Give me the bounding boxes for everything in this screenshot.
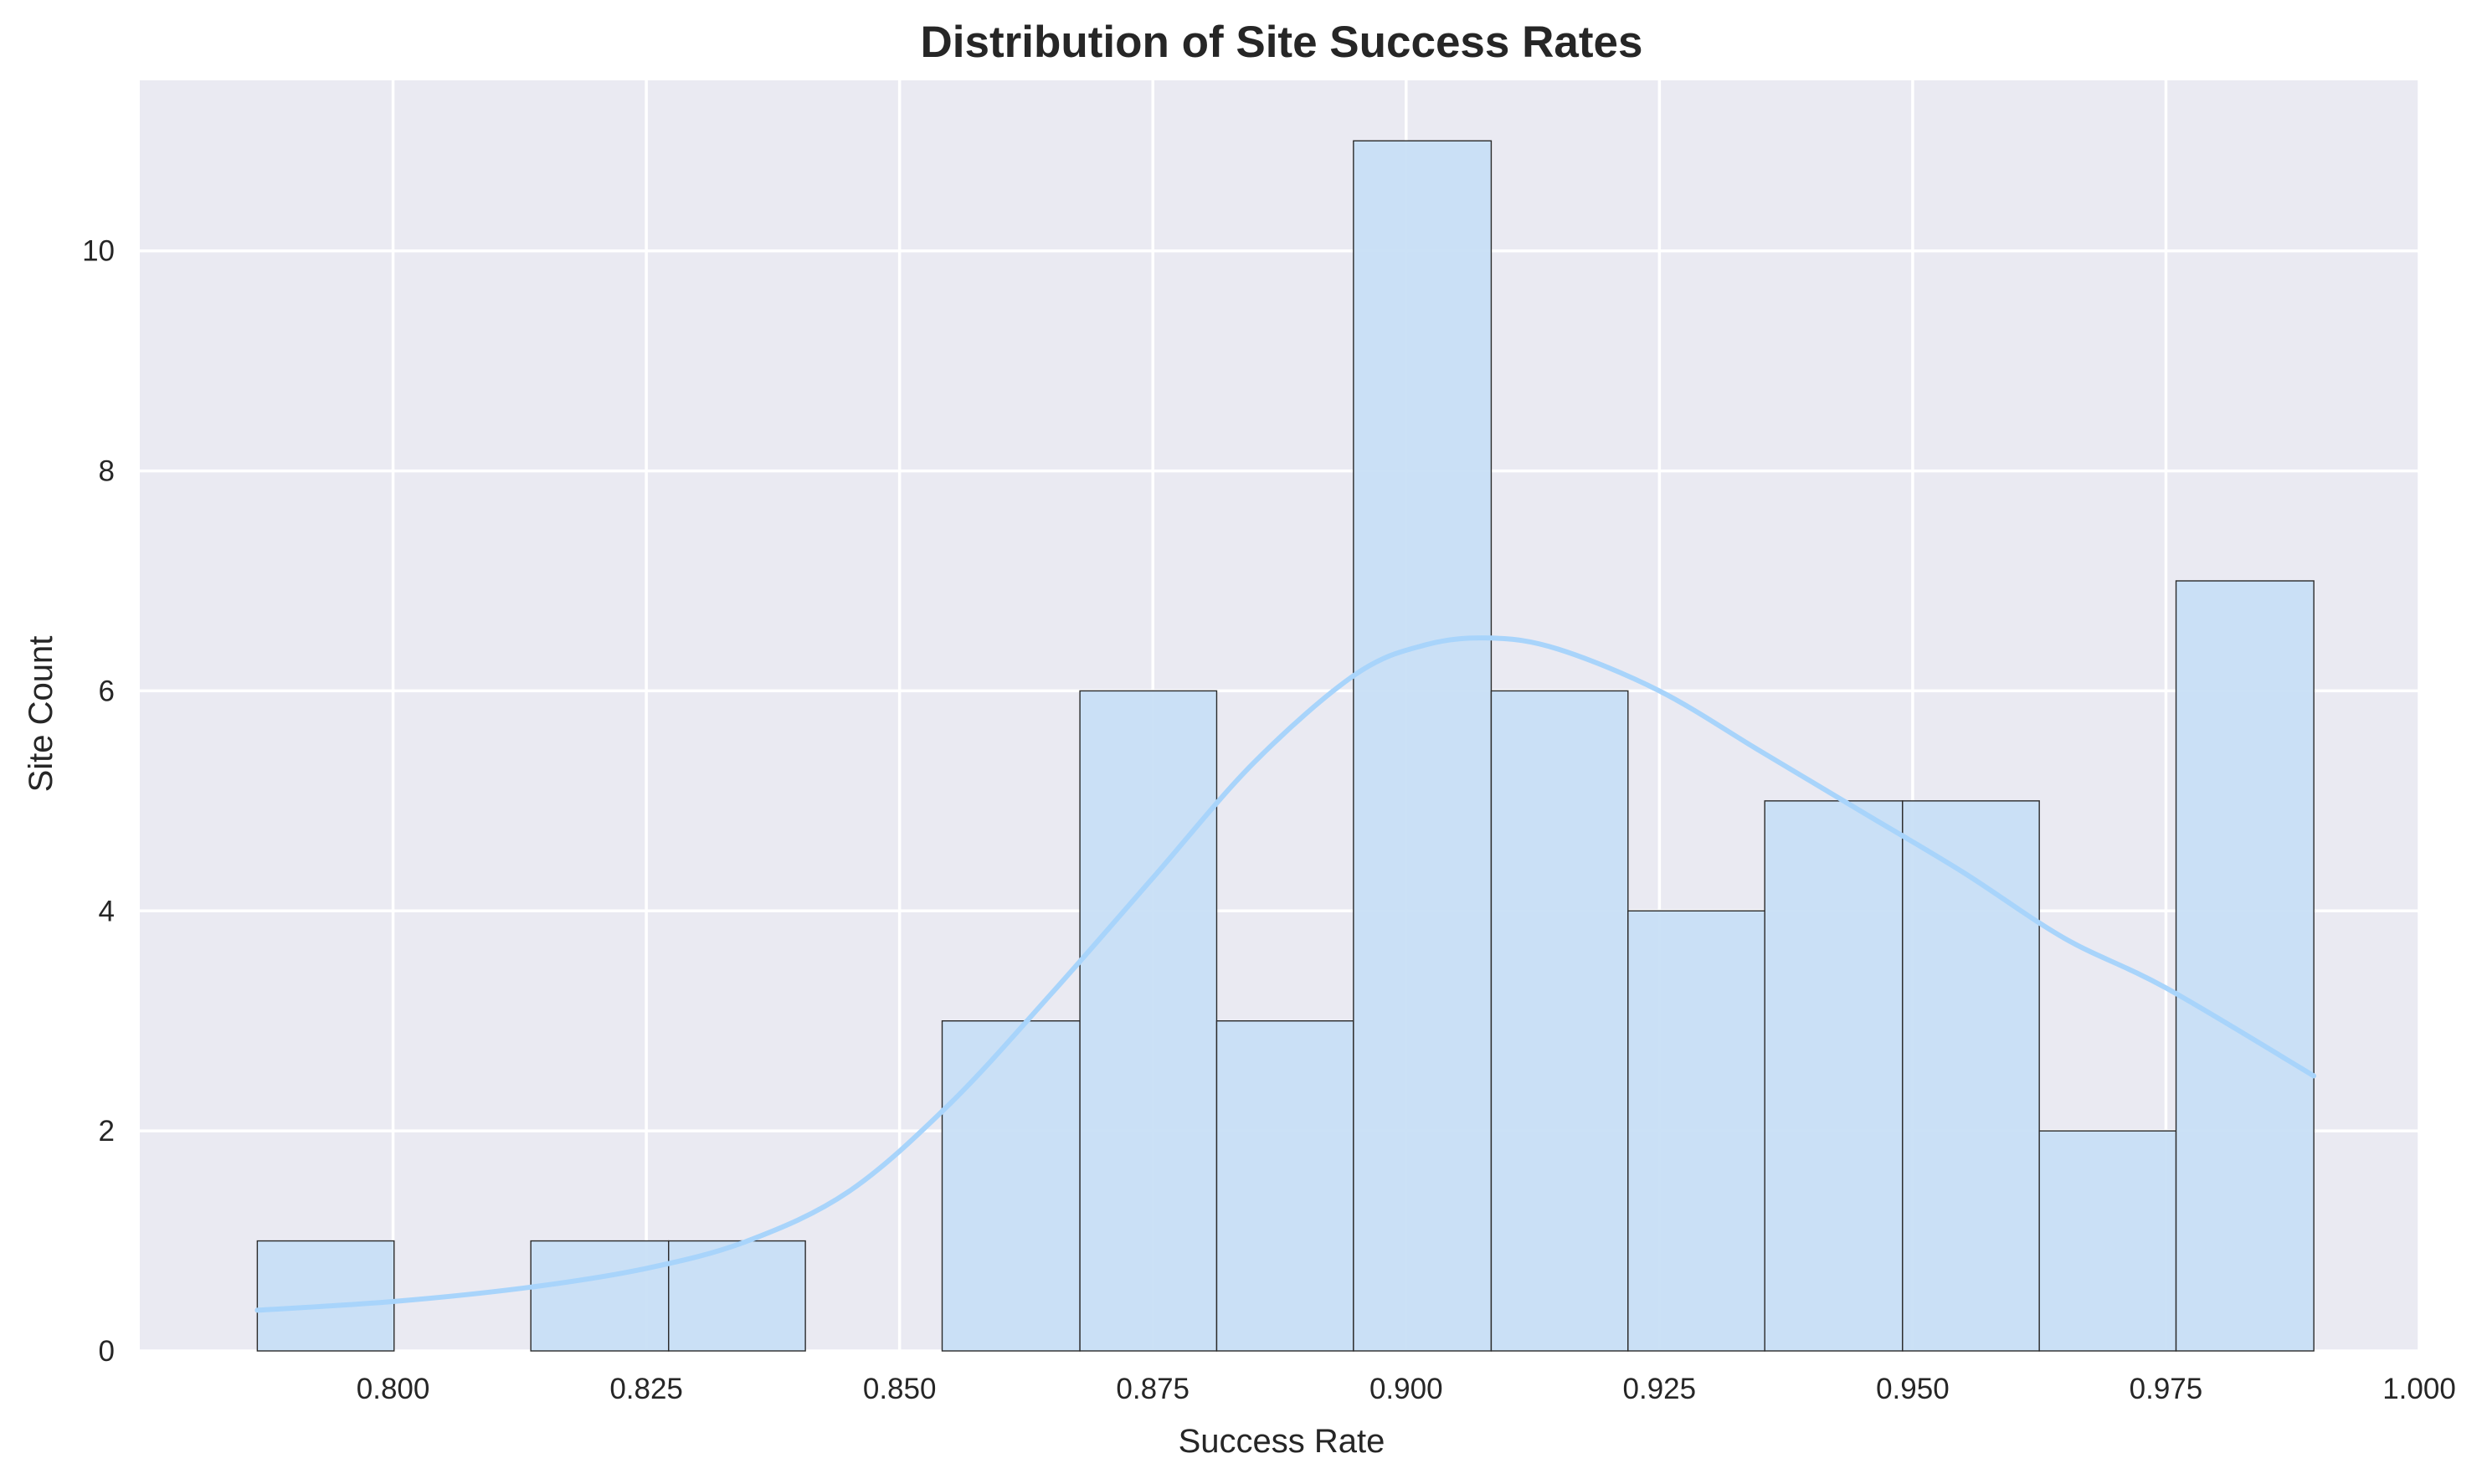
x-tick-label-6: 0.950 <box>1876 1373 1950 1405</box>
histogram-bar-7 <box>1215 1020 1354 1352</box>
y-tick-label-1: 2 <box>99 1115 115 1148</box>
histogram-bar-2 <box>530 1240 670 1352</box>
y-tick-label-5: 10 <box>82 235 115 268</box>
histogram-bar-14 <box>2175 580 2315 1352</box>
histogram-bar-8 <box>1353 140 1493 1352</box>
x-tick-label-8: 1.000 <box>2382 1373 2456 1405</box>
x-tick-label-2: 0.850 <box>863 1373 937 1405</box>
plot-area: 0.800 0.825 0.850 0.875 0.900 0.925 0.950 0.975… <box>82 80 2456 1405</box>
histogram-bar-9 <box>1490 690 1629 1352</box>
y-tick-label-4: 8 <box>99 455 115 488</box>
y-tick-label-2: 4 <box>99 895 115 927</box>
histogram-bar-10 <box>1627 910 1765 1352</box>
histogram-bar-12 <box>1902 800 2040 1352</box>
histogram-bar-11 <box>1764 800 1904 1352</box>
histogram-bar-0 <box>256 1240 395 1352</box>
y-tick-label-3: 6 <box>99 675 115 707</box>
histogram-bar-5 <box>941 1020 1081 1352</box>
x-axis-label: Success Rate <box>1179 1423 1385 1460</box>
y-tick-label-0: 0 <box>99 1335 115 1368</box>
x-tick-label-0: 0.800 <box>357 1373 430 1405</box>
kde-curve <box>254 635 2317 1313</box>
x-tick-label-7: 0.975 <box>2130 1373 2203 1405</box>
histogram-bar-6 <box>1079 690 1218 1352</box>
chart-title: Distribution of Site Success Rates <box>921 18 1643 67</box>
x-tick-label-4: 0.900 <box>1369 1373 1443 1405</box>
histogram-bar-13 <box>2038 1130 2177 1352</box>
x-tick-label-5: 0.925 <box>1623 1373 1697 1405</box>
y-axis-label: Site Count <box>23 636 59 793</box>
x-tick-label-3: 0.875 <box>1116 1373 1190 1405</box>
x-tick-label-1: 0.825 <box>609 1373 683 1405</box>
